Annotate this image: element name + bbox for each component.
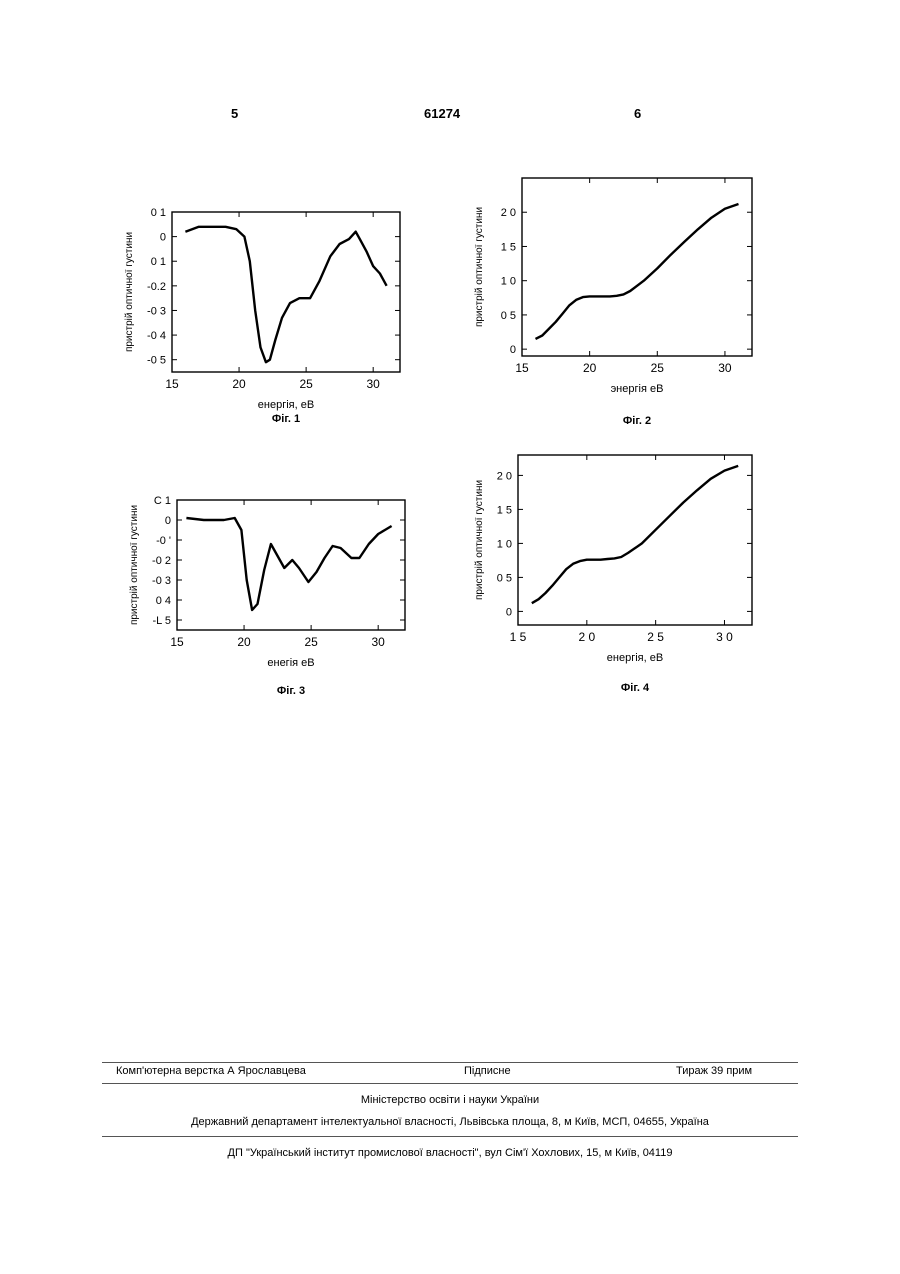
x-tick-label: 15 — [165, 377, 179, 391]
figure-2-chart: 15 20 25 30 2 0 1 5 1 0 0 5 0 энергія еВ пристрій … — [460, 168, 760, 438]
x-axis-label: енергія, еВ — [607, 652, 663, 664]
figure-caption: Фіг. 2 — [623, 415, 651, 427]
y-tick-label: 0 — [160, 232, 166, 244]
ministry-line: Міністерство освіти і науки України — [0, 1094, 900, 1106]
y-tick-label: 0 5 — [501, 310, 516, 322]
signature-note: Підписне — [464, 1065, 511, 1077]
plot-frame — [522, 178, 752, 356]
x-axis-label: энергія еВ — [611, 383, 664, 395]
y-axis-label: пристрій оптичної густини — [124, 232, 135, 352]
x-tick-label: 2 0 — [578, 630, 595, 644]
x-tick-label: 2 5 — [647, 630, 664, 644]
footer-rule-top — [102, 1062, 798, 1063]
data-series-line — [532, 466, 738, 603]
x-tick-label: 30 — [718, 361, 732, 375]
patent-number: 61274 — [424, 106, 460, 121]
circulation-note: Тираж 39 прим — [676, 1065, 752, 1077]
y-tick-label: 0 — [165, 515, 171, 527]
x-tick-label: 15 — [515, 361, 529, 375]
x-tick-label: 25 — [651, 361, 665, 375]
x-tick-label: 20 — [237, 635, 251, 649]
x-tick-label: 25 — [304, 635, 318, 649]
figure-caption: Фіг. 1 — [272, 413, 300, 425]
x-tick-label: 15 — [170, 635, 184, 649]
x-axis-label: енегія еВ — [267, 657, 314, 669]
y-tick-label: 1 0 — [497, 538, 512, 550]
x-axis-label: енергія, еВ — [258, 399, 314, 411]
y-tick-label: 0 — [506, 606, 512, 618]
y-tick-label: 2 0 — [497, 470, 512, 482]
figure-4-chart: 1 5 2 0 2 5 3 0 2 0 1 5 1 0 0 5 0 енергія, еВ прис… — [460, 445, 760, 705]
y-tick-label: С 1 — [154, 495, 171, 507]
footer-rule-middle — [102, 1083, 798, 1084]
y-tick-label: 0 — [510, 344, 516, 356]
y-tick-label: 2 0 — [501, 207, 516, 219]
y-tick-label: 1 5 — [497, 504, 512, 516]
y-tick-label: -0 ' — [156, 535, 171, 547]
x-tick-label: 25 — [299, 377, 313, 391]
y-tick-label: -0.2 — [147, 281, 166, 293]
y-tick-label: 1 5 — [501, 241, 516, 253]
x-tick-label: 30 — [371, 635, 385, 649]
x-tick-label: 30 — [366, 377, 380, 391]
page-number-left: 5 — [231, 106, 238, 121]
y-tick-label: -0 2 — [152, 555, 171, 567]
figure-3-chart: 15 20 25 30 С 1 0 -0 ' -0 2 -0 3 0 4 -L 5 енегія еВ… — [115, 480, 415, 710]
plot-frame — [518, 455, 752, 625]
y-tick-label: 0 5 — [497, 572, 512, 584]
figure-1-chart: 15 20 25 30 0 1 0 0 1 -0.2 -0 3 -0 4 -0 5 енергія, … — [110, 190, 410, 440]
x-tick-label: 3 0 — [716, 630, 733, 644]
y-tick-label: 0 4 — [156, 595, 171, 607]
plot-frame — [172, 212, 400, 372]
footer-rule-bottom — [102, 1136, 798, 1137]
y-tick-label: -L 5 — [152, 615, 171, 627]
y-tick-label: -0 3 — [152, 575, 171, 587]
y-axis-label: пристрій оптичної густини — [474, 480, 485, 600]
x-tick-label: 20 — [232, 377, 246, 391]
data-series-line — [186, 518, 391, 610]
figure-caption: Фіг. 3 — [277, 685, 305, 697]
institute-line: ДП "Український інститут промислової вла… — [0, 1147, 900, 1159]
page-number-right: 6 — [634, 106, 641, 121]
x-tick-label: 1 5 — [510, 630, 527, 644]
y-axis-label: пристрій оптичної густини — [129, 505, 140, 625]
data-series-line — [536, 204, 739, 339]
figure-caption: Фіг. 4 — [621, 682, 650, 694]
y-axis-label: пристрій оптичної густини — [474, 207, 485, 327]
y-tick-label: -0 3 — [147, 305, 166, 317]
y-tick-label: 0 1 — [151, 207, 166, 219]
x-tick-label: 20 — [583, 361, 597, 375]
y-tick-label: -0 4 — [147, 330, 166, 342]
department-line: Державний департамент інтелектуальної вл… — [0, 1116, 900, 1128]
compositor-credit: Комп'ютерна верстка А Ярославцева — [116, 1065, 306, 1077]
data-series-line — [185, 227, 386, 362]
y-tick-label: -0 5 — [147, 355, 166, 367]
y-tick-label: 0 1 — [151, 256, 166, 268]
y-tick-label: 1 0 — [501, 276, 516, 288]
